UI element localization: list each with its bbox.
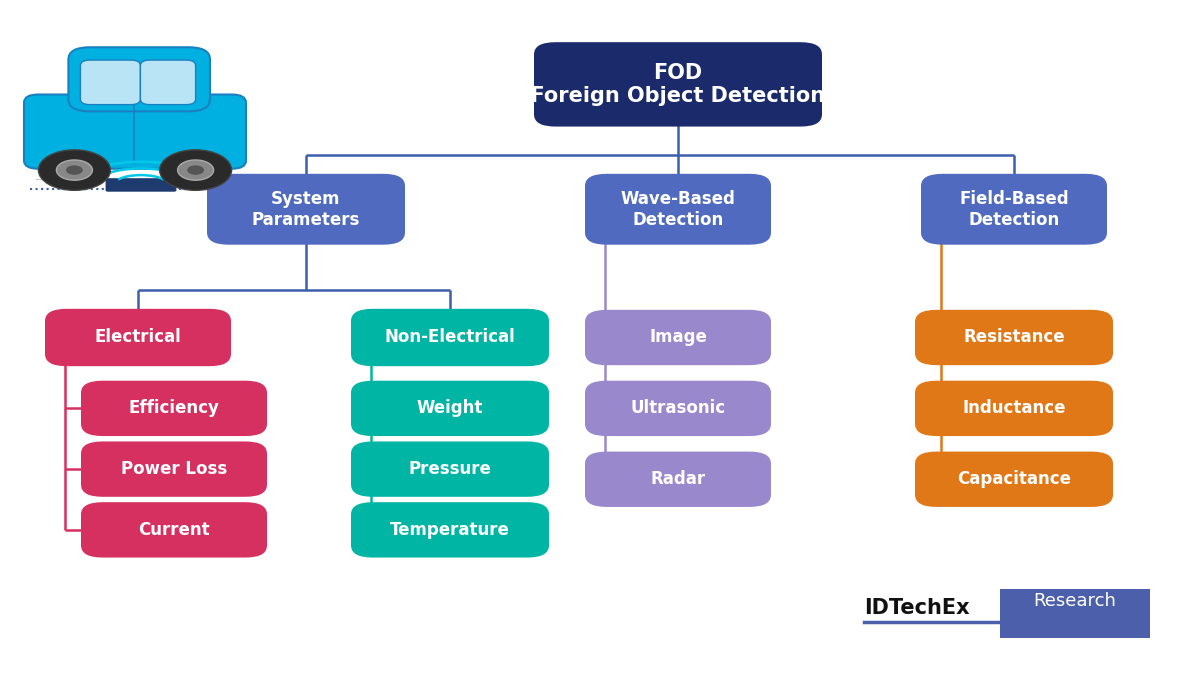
FancyBboxPatch shape bbox=[80, 502, 266, 558]
FancyBboxPatch shape bbox=[922, 174, 1108, 245]
Text: Research: Research bbox=[1033, 592, 1116, 610]
FancyBboxPatch shape bbox=[24, 95, 246, 169]
Text: Electrical: Electrical bbox=[95, 329, 181, 346]
FancyBboxPatch shape bbox=[584, 174, 772, 245]
FancyBboxPatch shape bbox=[916, 310, 1114, 365]
FancyBboxPatch shape bbox=[140, 60, 196, 105]
Text: IDTechEx: IDTechEx bbox=[864, 597, 970, 618]
Text: Power Loss: Power Loss bbox=[121, 460, 227, 478]
Text: Capacitance: Capacitance bbox=[958, 470, 1072, 488]
FancyBboxPatch shape bbox=[80, 441, 266, 497]
Text: Current: Current bbox=[138, 521, 210, 539]
FancyBboxPatch shape bbox=[352, 381, 550, 436]
FancyBboxPatch shape bbox=[46, 309, 230, 366]
Text: Pressure: Pressure bbox=[408, 460, 492, 478]
Text: Efficiency: Efficiency bbox=[128, 400, 220, 417]
FancyBboxPatch shape bbox=[534, 42, 822, 127]
Circle shape bbox=[66, 165, 83, 175]
FancyBboxPatch shape bbox=[352, 502, 550, 558]
FancyBboxPatch shape bbox=[352, 309, 550, 366]
FancyBboxPatch shape bbox=[80, 60, 140, 105]
FancyBboxPatch shape bbox=[1000, 589, 1150, 638]
Circle shape bbox=[187, 165, 204, 175]
Text: Field-Based
Detection: Field-Based Detection bbox=[959, 190, 1069, 229]
Text: Weight: Weight bbox=[416, 400, 484, 417]
Text: Wave-Based
Detection: Wave-Based Detection bbox=[620, 190, 736, 229]
FancyBboxPatch shape bbox=[916, 452, 1114, 507]
Text: Non-Electrical: Non-Electrical bbox=[385, 329, 515, 346]
FancyBboxPatch shape bbox=[80, 381, 266, 436]
FancyBboxPatch shape bbox=[106, 178, 176, 192]
Text: Ultrasonic: Ultrasonic bbox=[630, 400, 726, 417]
Text: Inductance: Inductance bbox=[962, 400, 1066, 417]
Circle shape bbox=[178, 160, 214, 180]
Circle shape bbox=[160, 150, 232, 190]
FancyBboxPatch shape bbox=[584, 310, 772, 365]
Text: Resistance: Resistance bbox=[964, 329, 1064, 346]
Text: Radar: Radar bbox=[650, 470, 706, 488]
Text: System
Parameters: System Parameters bbox=[252, 190, 360, 229]
Text: Image: Image bbox=[649, 329, 707, 346]
Circle shape bbox=[38, 150, 110, 190]
FancyBboxPatch shape bbox=[916, 381, 1114, 436]
FancyBboxPatch shape bbox=[584, 381, 772, 436]
FancyBboxPatch shape bbox=[206, 174, 406, 245]
FancyBboxPatch shape bbox=[584, 452, 772, 507]
FancyBboxPatch shape bbox=[68, 47, 210, 111]
Circle shape bbox=[56, 160, 92, 180]
Text: Temperature: Temperature bbox=[390, 521, 510, 539]
FancyBboxPatch shape bbox=[352, 441, 550, 497]
Text: FOD
(Foreign Object Detection): FOD (Foreign Object Detection) bbox=[521, 63, 835, 106]
